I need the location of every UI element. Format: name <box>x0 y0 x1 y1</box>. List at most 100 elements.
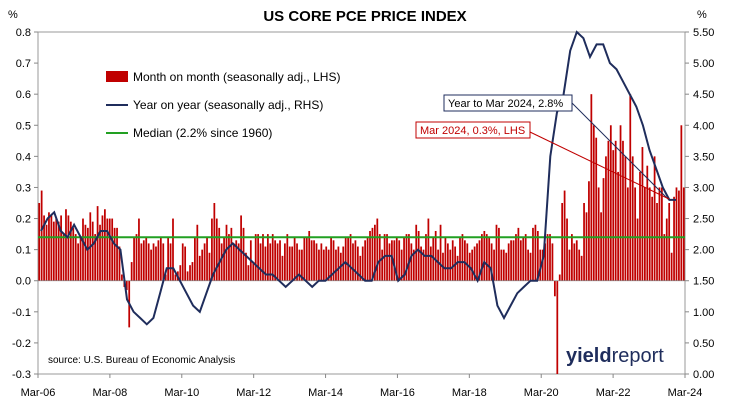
mom-bar <box>82 218 84 281</box>
mom-bar <box>534 224 537 281</box>
mom-bar <box>527 249 529 281</box>
mom-bar <box>181 243 184 281</box>
right-tick-label: 4.50 <box>693 89 714 101</box>
mom-bar <box>493 249 495 281</box>
mom-bar <box>108 218 111 281</box>
mom-bar <box>359 255 362 281</box>
mom-bar <box>327 249 330 281</box>
mom-bar <box>220 243 223 281</box>
mom-bar <box>464 240 466 281</box>
x-tick-label: Mar-12 <box>236 387 271 399</box>
mom-bar <box>517 227 520 281</box>
mom-bar <box>439 224 442 281</box>
legend: Month on month (seasonally adj., LHS) Ye… <box>106 70 340 140</box>
mom-bar <box>653 156 656 281</box>
mom-bar <box>74 234 77 281</box>
mom-bar <box>159 237 162 281</box>
mom-bar <box>612 150 615 281</box>
mom-bar <box>558 274 561 281</box>
mom-bar <box>422 249 425 281</box>
mom-bar <box>522 237 525 281</box>
mom-bar <box>619 125 622 281</box>
mom-bar <box>648 187 651 281</box>
mom-bar <box>519 240 522 281</box>
mom-bar <box>113 227 116 281</box>
mom-bar <box>471 249 474 281</box>
mom-bar <box>427 218 430 281</box>
mom-bar <box>536 230 539 281</box>
right-axis-unit: % <box>697 9 707 21</box>
mom-bar <box>86 227 89 281</box>
plot-area <box>37 31 686 375</box>
mom-bar <box>252 262 255 281</box>
mom-bar <box>232 243 235 281</box>
mom-bar <box>670 252 673 281</box>
mom-bar <box>162 243 165 281</box>
left-tick-label: -0.1 <box>12 307 31 319</box>
left-tick-label: 0.2 <box>16 214 31 226</box>
mom-bar <box>147 243 150 281</box>
mom-bar <box>461 234 464 281</box>
mom-bar <box>116 227 118 281</box>
mom-bar <box>259 243 262 281</box>
mom-bar <box>573 243 576 281</box>
mom-bar <box>673 196 675 281</box>
mom-bar <box>104 209 106 281</box>
x-tick-label: Mar-18 <box>452 387 487 399</box>
mom-bar <box>264 246 267 281</box>
mom-bar <box>215 218 218 281</box>
mom-bar <box>485 234 488 281</box>
mom-bar <box>451 240 454 281</box>
mom-bar <box>230 227 233 281</box>
mom-bar <box>77 243 80 281</box>
legend-label-median: Median (2.2% since 1960) <box>133 126 272 140</box>
mom-bar <box>245 252 247 281</box>
mom-bar <box>449 249 452 281</box>
x-tick-label: Mar-24 <box>668 387 703 399</box>
mom-bar <box>174 274 177 281</box>
right-tick-label: 1.00 <box>693 307 714 319</box>
mom-bar <box>656 203 658 281</box>
legend-swatch-month <box>106 71 128 82</box>
left-tick-label: 0.4 <box>16 151 31 163</box>
mom-bar <box>583 203 585 281</box>
right-tick-label: 2.50 <box>693 214 714 226</box>
mom-bar <box>629 94 632 281</box>
mom-bar <box>585 212 588 281</box>
mom-bar <box>213 203 216 281</box>
annotation-year-pointer <box>571 102 670 201</box>
mom-bar <box>296 243 298 281</box>
x-tick-label: Mar-10 <box>164 387 199 399</box>
mom-bar <box>378 234 381 281</box>
mom-bar <box>437 249 439 281</box>
mom-bar <box>481 234 483 281</box>
mom-bar <box>546 234 549 281</box>
chart-title: US CORE PCE PRICE INDEX <box>263 8 466 25</box>
mom-bar <box>678 190 680 281</box>
mom-bar <box>641 147 644 281</box>
mom-bar <box>549 234 551 281</box>
mom-bar <box>661 187 663 281</box>
right-axis-ticks: 0.00 0.50 1.00 1.50 2.00 2.50 3.00 3.50 4.00 4.50… <box>685 27 714 381</box>
mom-bar <box>631 156 634 281</box>
mom-bar <box>62 234 65 281</box>
mom-bar <box>580 255 583 281</box>
mom-bar <box>500 249 503 281</box>
mom-bar <box>111 218 114 281</box>
mom-bar <box>79 237 82 281</box>
mom-bar <box>191 262 194 281</box>
mom-bar <box>668 203 671 281</box>
mom-bar <box>398 240 401 281</box>
mom-bar <box>568 249 571 281</box>
mom-bar <box>551 243 554 281</box>
mom-bar <box>371 227 374 281</box>
mom-bar <box>101 215 104 281</box>
year-on-year-line <box>40 30 676 326</box>
right-tick-label: 0.00 <box>693 369 714 381</box>
logo: yieldreport <box>566 345 664 367</box>
mom-bar <box>495 224 498 281</box>
mom-bar <box>291 246 294 281</box>
x-tick-label: Mar-20 <box>524 387 559 399</box>
mom-bar <box>274 240 277 281</box>
mom-bar <box>444 237 447 281</box>
